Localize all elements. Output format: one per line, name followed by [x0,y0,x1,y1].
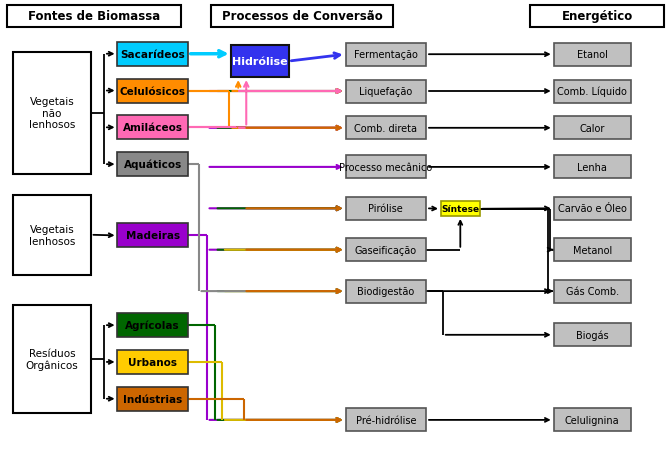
Text: Pirólise: Pirólise [368,204,403,214]
FancyBboxPatch shape [346,239,426,262]
FancyBboxPatch shape [117,153,188,177]
FancyBboxPatch shape [346,409,426,431]
FancyBboxPatch shape [7,6,181,28]
FancyBboxPatch shape [554,280,631,303]
FancyBboxPatch shape [211,6,393,28]
FancyBboxPatch shape [117,43,188,67]
Text: Gaseificação: Gaseificação [355,245,417,255]
FancyBboxPatch shape [13,195,91,275]
FancyBboxPatch shape [117,350,188,374]
Text: Comb. direta: Comb. direta [354,123,417,134]
Text: Hidrólise: Hidrólise [232,57,288,67]
FancyBboxPatch shape [554,324,631,347]
Text: Biogás: Biogás [576,330,609,340]
FancyBboxPatch shape [117,79,188,103]
Text: Comb. Líquido: Comb. Líquido [557,87,627,97]
FancyBboxPatch shape [346,44,426,67]
Text: Celulignina: Celulignina [565,415,619,425]
Text: Agrícolas: Agrícolas [125,320,180,330]
FancyBboxPatch shape [117,387,188,411]
Text: Lenha: Lenha [577,162,607,173]
FancyBboxPatch shape [554,44,631,67]
Text: Fermentação: Fermentação [354,50,418,60]
Text: Etanol: Etanol [576,50,608,60]
Text: Aquáticos: Aquáticos [123,160,182,170]
Text: Processo mecânico: Processo mecânico [340,162,432,173]
Text: Processos de Conversão: Processos de Conversão [221,10,382,23]
FancyBboxPatch shape [554,239,631,262]
Text: Liquefação: Liquefação [359,87,413,97]
FancyBboxPatch shape [13,305,91,413]
Text: Síntese: Síntese [442,205,479,214]
FancyBboxPatch shape [554,197,631,220]
Text: Calor: Calor [580,123,605,134]
FancyBboxPatch shape [117,224,188,248]
Text: Amiláceos: Amiláceos [123,123,183,133]
Text: Biodigestão: Biodigestão [357,286,415,297]
Text: Vegetais
lenhosos: Vegetais lenhosos [29,224,75,246]
Text: Sacarídeos: Sacarídeos [120,50,185,60]
FancyBboxPatch shape [554,156,631,179]
FancyBboxPatch shape [554,409,631,431]
FancyBboxPatch shape [554,117,631,140]
FancyBboxPatch shape [530,6,664,28]
Text: Madeiras: Madeiras [125,231,180,241]
Text: Indústrias: Indústrias [123,394,183,404]
FancyBboxPatch shape [346,80,426,103]
Text: Pré-hidrólise: Pré-hidrólise [356,415,416,425]
FancyBboxPatch shape [346,197,426,220]
FancyBboxPatch shape [117,313,188,337]
Text: Resíduos
Orgânicos: Resíduos Orgânicos [25,348,79,370]
FancyBboxPatch shape [346,156,426,179]
FancyBboxPatch shape [441,202,480,217]
Text: Urbanos: Urbanos [128,357,177,367]
FancyBboxPatch shape [346,280,426,303]
FancyBboxPatch shape [346,117,426,140]
Text: Fontes de Biomassa: Fontes de Biomassa [28,10,160,23]
Text: Celulósicos: Celulósicos [119,86,186,96]
FancyBboxPatch shape [554,80,631,103]
FancyBboxPatch shape [231,46,289,78]
Text: Carvão e Óleo: Carvão e Óleo [558,204,627,214]
Text: Metanol: Metanol [572,245,612,255]
FancyBboxPatch shape [13,53,91,174]
Text: Vegetais
não
lenhosos: Vegetais não lenhosos [29,97,75,130]
Text: Gás Comb.: Gás Comb. [566,286,619,297]
FancyBboxPatch shape [117,116,188,140]
Text: Energético: Energético [562,10,633,23]
